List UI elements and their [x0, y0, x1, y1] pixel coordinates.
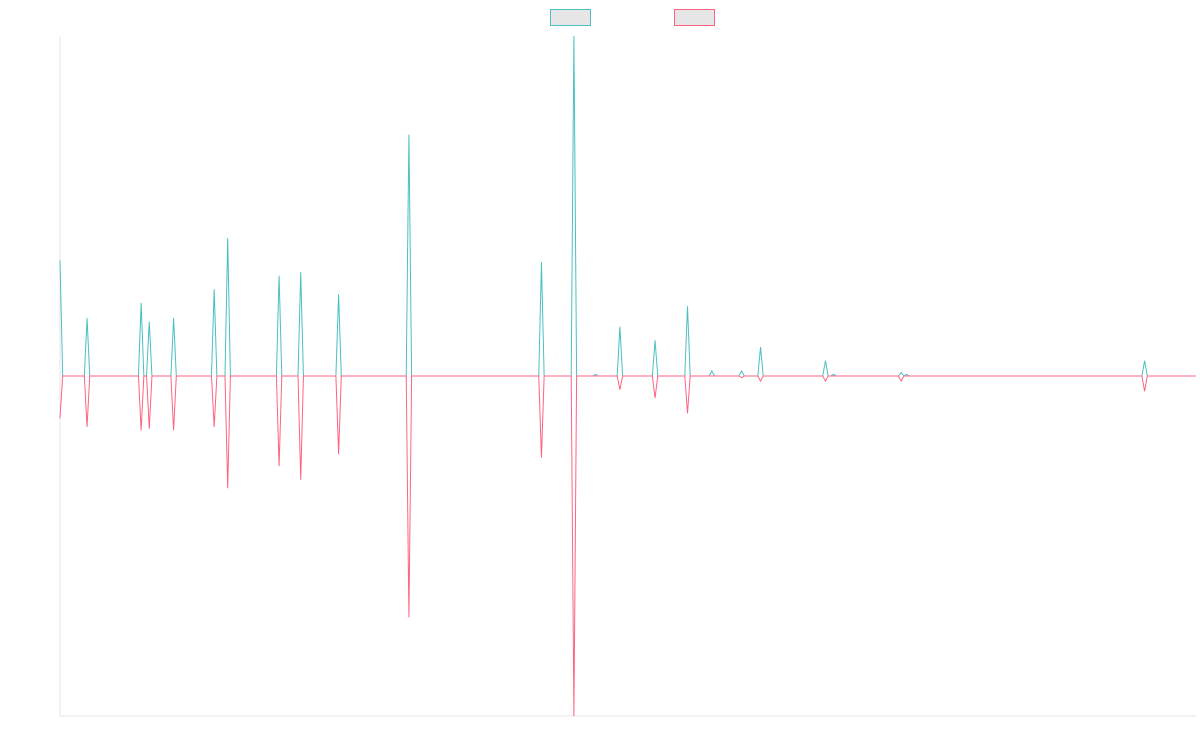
axes: [59, 36, 1196, 717]
legend-item-2[interactable]: [674, 9, 715, 26]
legend: [550, 9, 715, 26]
legend-item-1[interactable]: [550, 9, 591, 26]
series-line-2: [59, 375, 1196, 717]
series-line-1: [59, 35, 1196, 377]
series-layer: [59, 35, 1196, 717]
